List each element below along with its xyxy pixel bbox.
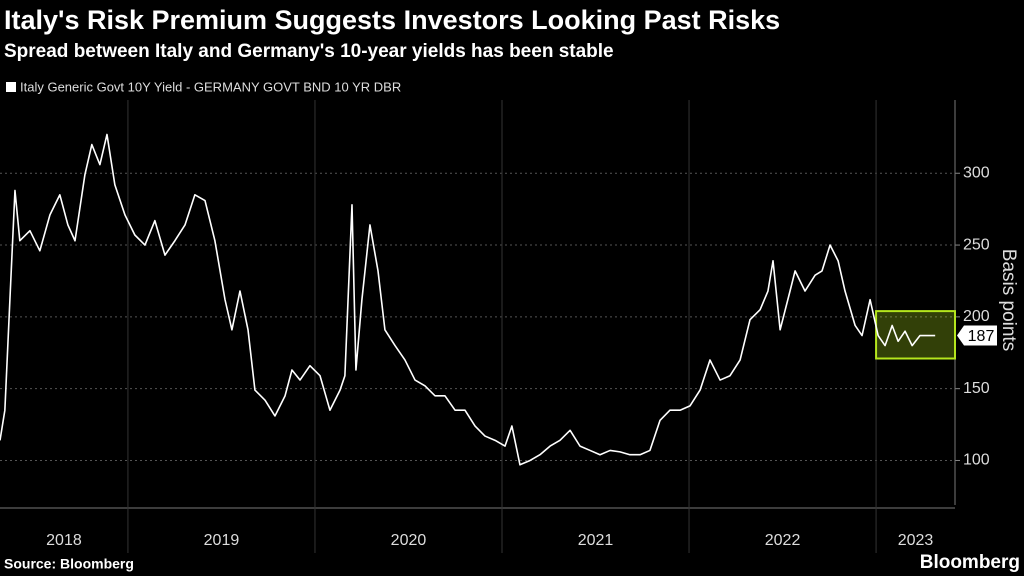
x-tick-label: 2018 (46, 532, 82, 549)
y-tick-label: 150 (963, 380, 990, 397)
chart-title: Italy's Risk Premium Suggests Investors … (4, 5, 780, 35)
last-value-tag (957, 325, 997, 346)
chart-subtitle: Spread between Italy and Germany's 10-ye… (4, 41, 614, 62)
y-tick-label: 250 (963, 236, 990, 253)
y-tick-label: 200 (963, 308, 990, 325)
source-note: Source: Bloomberg (4, 556, 134, 572)
plot-area: 100 150 200 250 300 2018 2019 2020 2021 2022 2023 1… (0, 100, 997, 553)
x-tick-label: 2022 (765, 532, 801, 549)
highlight-box (875, 310, 956, 360)
x-tick-label: 2020 (391, 532, 427, 549)
legend-swatch (6, 82, 16, 92)
x-tick-label: 2023 (898, 532, 934, 549)
legend-label: Italy Generic Govt 10Y Yield - GERMANY G… (20, 79, 401, 94)
x-tick-label: 2019 (204, 532, 240, 549)
y-tick-label: 300 (963, 164, 990, 181)
x-tick-label: 2021 (578, 532, 614, 549)
series-line (0, 133, 936, 466)
y-axis-label: Basis points (998, 249, 1019, 351)
brand-logo: Bloomberg (920, 552, 1020, 573)
y-tick-label: 100 (963, 452, 990, 469)
last-value-label: 187 (968, 328, 995, 345)
